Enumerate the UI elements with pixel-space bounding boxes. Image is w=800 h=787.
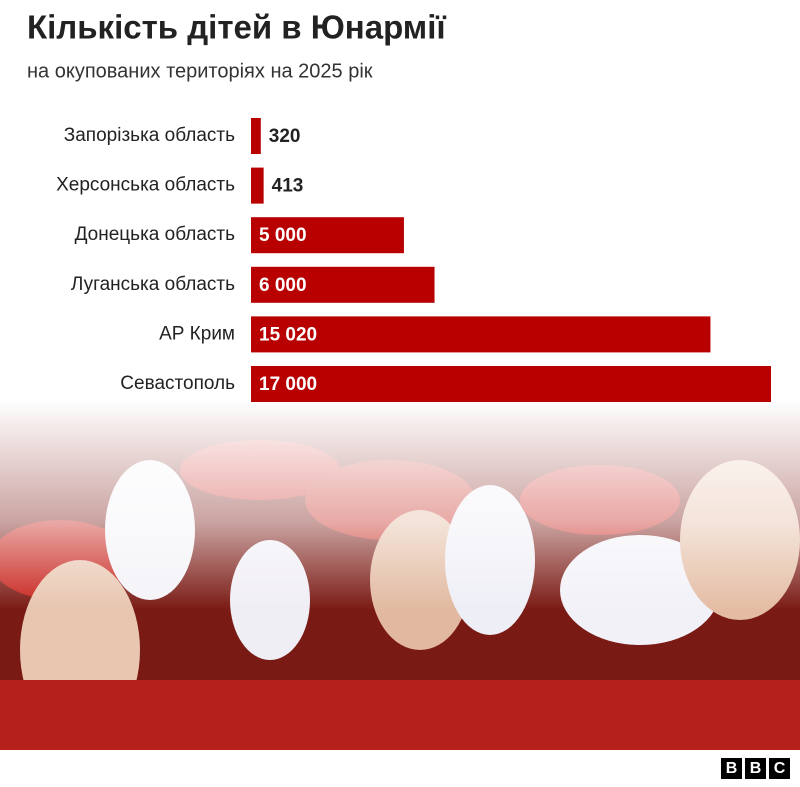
value-label: 5 000 [259, 225, 307, 246]
y-tick-label: Херсонська область [56, 175, 235, 196]
value-label: 320 [269, 126, 301, 147]
value-label: 17 000 [259, 374, 317, 395]
y-tick-label: Севастополь [120, 373, 235, 394]
y-tick-label: Луганська область [71, 274, 235, 295]
bar [251, 316, 711, 353]
chart-subtitle: на окупованих територіях на 2025 рік [27, 60, 373, 82]
bar [251, 266, 435, 303]
logo-box [721, 758, 742, 779]
bar [251, 167, 264, 204]
bar [251, 118, 261, 154]
logo-letter: B [750, 760, 762, 777]
background-photo [0, 400, 800, 787]
logo-box [745, 758, 766, 779]
chart-title: Кількість дітей в Юнармії [27, 9, 446, 46]
bar [251, 366, 771, 402]
value-label: 6 000 [259, 275, 307, 296]
y-tick-label: Запорізька область [64, 125, 235, 146]
value-label: 15 020 [259, 324, 317, 345]
logo-letter: B [726, 760, 738, 777]
y-tick-label: Донецька область [75, 224, 236, 245]
y-tick-label: АР Крим [159, 323, 235, 344]
bar [251, 217, 404, 254]
logo-box [769, 758, 790, 779]
value-label: 413 [272, 176, 304, 197]
logo-letter: C [774, 760, 786, 777]
